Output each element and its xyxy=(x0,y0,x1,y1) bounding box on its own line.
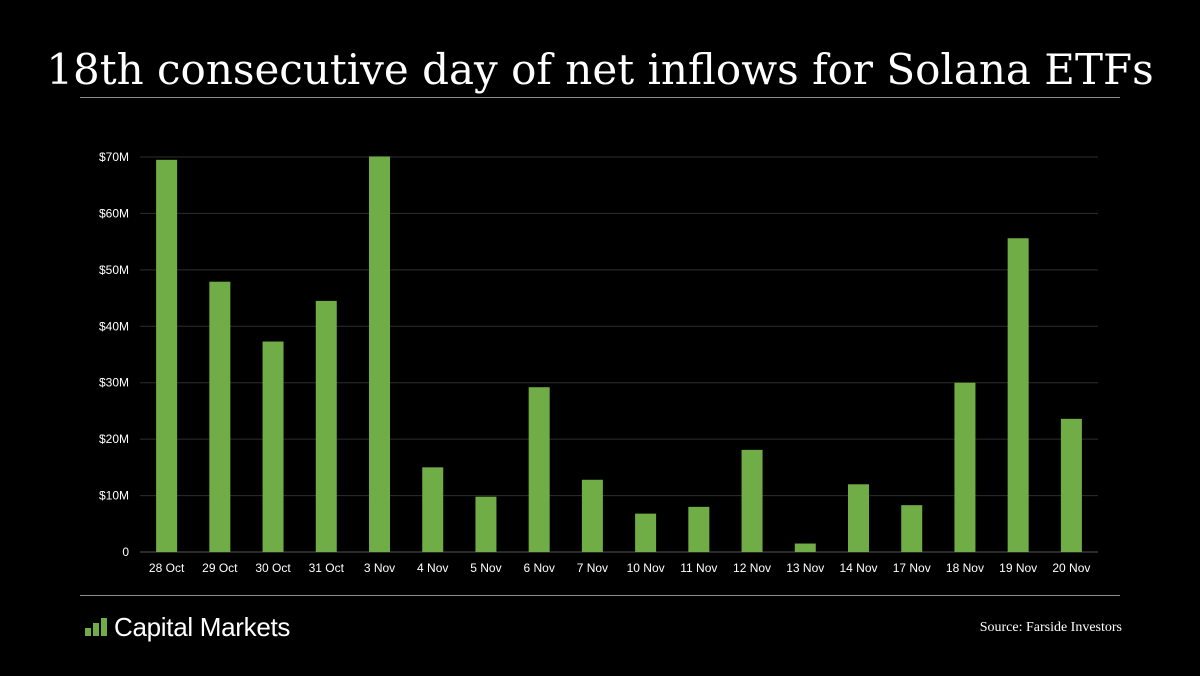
bar[interactable] xyxy=(369,156,390,552)
bar[interactable] xyxy=(1060,418,1082,552)
x-tick-label: 7 Nov xyxy=(577,561,608,575)
bar[interactable] xyxy=(848,484,869,552)
x-tick-label: 14 Nov xyxy=(839,561,877,575)
y-tick-label: $50M xyxy=(99,263,129,277)
y-tick-label: $30M xyxy=(99,376,129,390)
bar[interactable] xyxy=(262,341,284,552)
x-tick-label: 10 Nov xyxy=(627,561,665,575)
chart-title: 18th consecutive day of net inflows for … xyxy=(46,45,1154,94)
gridlines xyxy=(140,156,1098,553)
bar[interactable] xyxy=(635,513,657,552)
bar-chart-logo-icon xyxy=(85,618,107,636)
bar[interactable] xyxy=(209,281,231,552)
footer-divider xyxy=(80,595,1120,596)
x-axis-ticks: 28 Oct 29 Oct 30 Oct 31 Oct 3 Nov 4 Nov 5 Nov 6… xyxy=(149,561,1090,575)
y-tick-label: $40M xyxy=(99,319,129,333)
source-note: Source: Farside Investors xyxy=(979,620,1122,635)
x-tick-label: 4 Nov xyxy=(417,561,448,575)
bar[interactable] xyxy=(315,300,337,552)
x-tick-label: 11 Nov xyxy=(680,561,717,575)
bar[interactable] xyxy=(794,543,816,552)
y-tick-label: $10M xyxy=(99,489,129,503)
brand-name: Capital Markets xyxy=(114,611,291,642)
bar[interactable] xyxy=(901,505,923,552)
x-tick-label: 6 Nov xyxy=(523,561,554,575)
x-tick-label: 20 Nov xyxy=(1052,561,1090,575)
x-tick-label: 18 Nov xyxy=(946,561,984,575)
brand-logo[interactable]: Capital Markets xyxy=(84,612,290,642)
bar[interactable] xyxy=(156,159,178,553)
title-divider xyxy=(80,97,1120,98)
x-tick-label: 13 Nov xyxy=(786,561,824,575)
bar[interactable] xyxy=(581,479,603,552)
x-tick-label: 30 Oct xyxy=(255,561,291,575)
bar[interactable] xyxy=(954,382,976,552)
bar[interactable] xyxy=(528,387,550,552)
x-tick-label: 17 Nov xyxy=(893,561,931,575)
y-tick-label: $70M xyxy=(99,150,129,164)
x-tick-label: 5 Nov xyxy=(470,561,501,575)
bar[interactable] xyxy=(741,449,763,552)
x-tick-label: 29 Oct xyxy=(202,561,238,575)
bar[interactable] xyxy=(1007,238,1029,552)
y-tick-label: $60M xyxy=(99,206,129,220)
x-tick-label: 31 Oct xyxy=(309,561,345,575)
x-tick-label: 3 Nov xyxy=(364,561,395,575)
x-tick-label: 12 Nov xyxy=(733,561,771,575)
bar[interactable] xyxy=(422,467,444,552)
x-tick-label: 28 Oct xyxy=(149,561,185,575)
bar[interactable] xyxy=(475,496,497,552)
bar-chart: 0 $10M $20M $30M $40M $50M $60M $70M 28 Oct 29 O… xyxy=(99,150,1098,575)
y-axis-ticks: 0 $10M $20M $30M $40M $50M $60M $70M xyxy=(99,150,129,559)
x-tick-label: 19 Nov xyxy=(999,561,1037,575)
y-tick-label: $20M xyxy=(99,432,129,446)
bar[interactable] xyxy=(688,506,710,552)
y-tick-label: 0 xyxy=(122,545,129,559)
bars xyxy=(156,156,1082,553)
